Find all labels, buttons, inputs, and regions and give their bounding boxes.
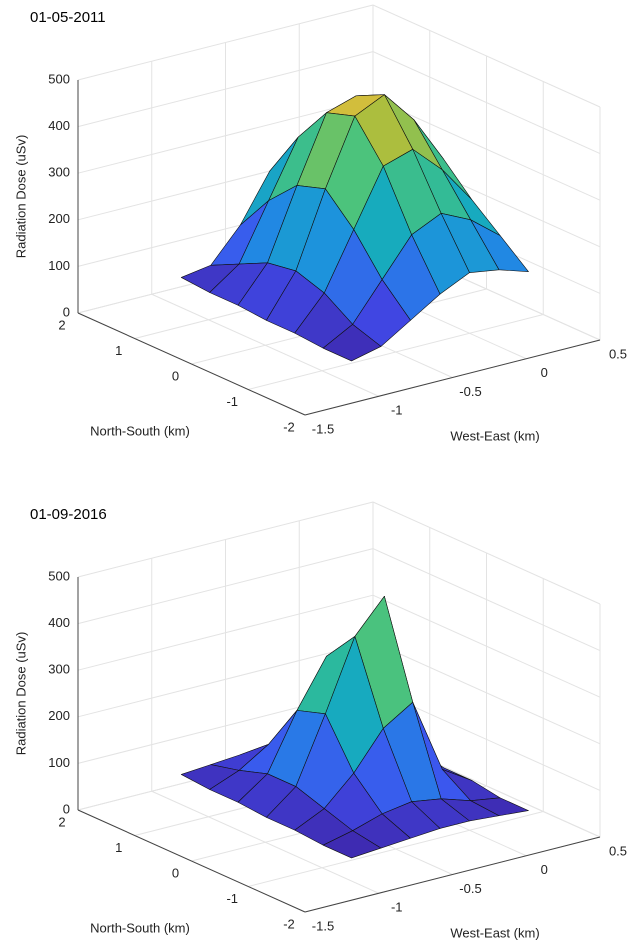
- z-tick-label: 100: [48, 258, 70, 273]
- z-tick-label: 500: [48, 71, 70, 86]
- z-axis-label: Radiation Dose (uSv): [13, 135, 28, 259]
- y-tick-label: 1: [115, 343, 122, 358]
- grid-line: [77, 97, 374, 174]
- y-tick-label: 0: [172, 368, 179, 383]
- axis-line: [304, 339, 601, 416]
- z-tick-label: 0: [63, 801, 70, 816]
- grid-line: [372, 641, 601, 745]
- x-tick-label: -0.5: [459, 881, 481, 896]
- x-tick-label: 0: [541, 365, 548, 380]
- z-tick-label: 500: [48, 568, 70, 583]
- x-tick-label: -0.5: [459, 384, 481, 399]
- grid-line: [77, 501, 374, 578]
- x-tick-label: 0.5: [609, 843, 627, 858]
- z-tick-label: 300: [48, 662, 70, 677]
- z-tick-label: 0: [63, 304, 70, 319]
- z-tick-label: 400: [48, 118, 70, 133]
- grid-line: [372, 51, 601, 155]
- z-tick-label: 400: [48, 615, 70, 630]
- y-tick-label: 2: [58, 814, 65, 829]
- z-tick-label: 300: [48, 165, 70, 180]
- axis-line: [77, 312, 306, 416]
- x-tick-label: -1.5: [312, 918, 334, 933]
- surface-patch: [322, 324, 382, 362]
- x-tick-label: 0: [541, 862, 548, 877]
- y-tick-label: -2: [283, 916, 295, 931]
- grid-line: [248, 314, 544, 390]
- z-tick-label: 200: [48, 708, 70, 723]
- grid-line: [248, 811, 544, 887]
- x-tick-label: 0.5: [609, 346, 627, 361]
- y-axis-label: North-South (km): [90, 920, 190, 935]
- chart-title: 01-05-2011: [30, 9, 106, 26]
- grid-line: [77, 594, 374, 671]
- z-axis-label: Radiation Dose (uSv): [13, 632, 28, 756]
- x-axis-label: West-East (km): [450, 428, 539, 443]
- z-tick-label: 200: [48, 211, 70, 226]
- axis-line: [304, 836, 601, 913]
- y-tick-label: -1: [226, 891, 238, 906]
- grid-line: [77, 548, 374, 625]
- grid-line: [77, 641, 374, 718]
- grid-line: [77, 51, 374, 128]
- x-tick-label: -1.5: [312, 421, 334, 436]
- grid-line: [372, 97, 601, 201]
- x-tick-label: -1: [391, 900, 403, 915]
- y-tick-label: 2: [58, 317, 65, 332]
- surface-patch: [322, 830, 382, 859]
- x-axis-label: West-East (km): [450, 925, 539, 940]
- grid-line: [77, 4, 374, 81]
- y-tick-label: 1: [115, 840, 122, 855]
- chart: 0 100 200 300 400 500 -2 -1 0 1 2 -1.5 -1 -0.5 0 0.5 01-…: [13, 501, 627, 940]
- y-tick-label: -2: [283, 419, 295, 434]
- y-tick-label: -1: [226, 394, 238, 409]
- grid-line: [372, 548, 601, 652]
- chart-title: 01-09-2016: [30, 506, 107, 523]
- axis-line: [77, 809, 306, 913]
- grid-line: [372, 4, 601, 108]
- y-axis-label: North-South (km): [90, 423, 190, 438]
- x-tick-label: -1: [391, 403, 403, 418]
- grid-line: [372, 501, 601, 605]
- y-tick-label: 0: [172, 865, 179, 880]
- grid-line: [372, 594, 601, 698]
- chart: 0 100 200 300 400 500 -2 -1 0 1 2 -1.5 -1 -0.5 0 0.5 01-…: [13, 4, 627, 443]
- z-tick-label: 100: [48, 755, 70, 770]
